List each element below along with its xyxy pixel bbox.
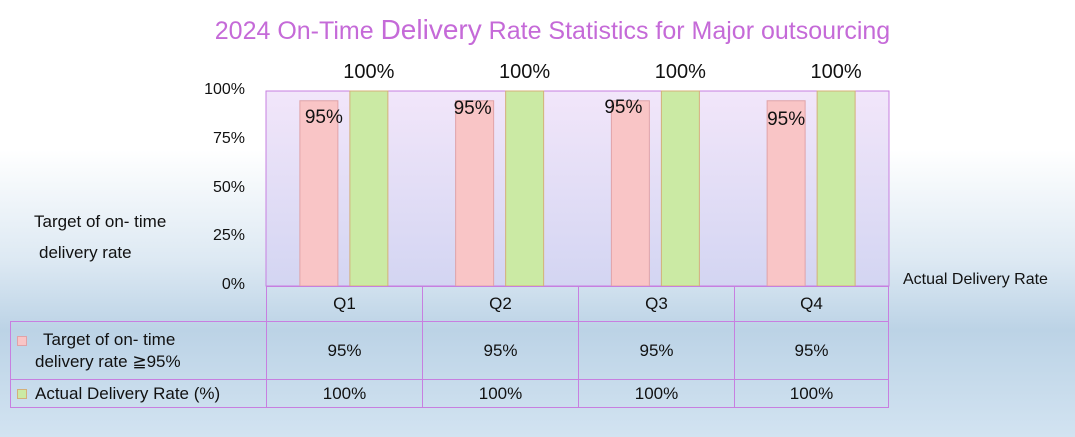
chart-title: 2024 On-Time Delivery Rate Statistics fo… (0, 14, 1075, 46)
actual-legend-swatch (17, 388, 27, 399)
bar-actual-q4 (816, 90, 856, 287)
bar-actual-q1 (349, 90, 389, 287)
bar-target-q3 (610, 100, 650, 287)
side-label-line1: Target of on- time (34, 212, 167, 231)
actual-cell-q4: 100% (734, 379, 889, 408)
data-label-target-q3: 95% (604, 97, 642, 118)
target-row-label-line1: Target of on- time (43, 329, 176, 349)
title-suffix: Rate Statistics for Major outsourcing (481, 17, 891, 45)
table-row-head-target: Target of on- time delivery rate ≧95% (10, 321, 267, 380)
target-cell-q1: 95% (266, 321, 423, 380)
data-label-target-q4: 95% (767, 109, 805, 130)
side-label-line2: delivery rate (39, 243, 132, 262)
data-label-actual-q1: 100% (343, 61, 394, 83)
data-label-actual-q2: 100% (499, 61, 550, 83)
actual-cell-q2: 100% (422, 379, 579, 408)
category-header-q3: Q3 (578, 286, 735, 322)
bar-target-q4 (766, 100, 806, 287)
bar-target-q1 (299, 100, 339, 287)
data-label-target-q2: 95% (454, 98, 492, 119)
actual-cell-q3: 100% (578, 379, 735, 408)
category-header-q2: Q2 (422, 286, 579, 322)
y-tick-label-25: 25% (212, 227, 245, 245)
y-tick-label-100: 100% (204, 81, 245, 98)
bar-actual-q3 (660, 90, 700, 287)
target-cell-q4: 95% (734, 321, 889, 380)
target-legend-swatch (17, 335, 27, 346)
bar-target-q2 (455, 100, 495, 287)
data-label-actual-q3: 100% (655, 61, 706, 83)
target-cell-q2: 95% (422, 321, 579, 380)
title-prefix: 2024 On-Time (214, 17, 381, 45)
y-axis-side-label: Target of on- time delivery rate (34, 206, 224, 268)
target-row-label: Target of on- time delivery rate ≧95% (35, 329, 181, 373)
data-label-target-q1: 95% (305, 107, 343, 128)
y-tick-label-75: 75% (212, 129, 245, 147)
category-header-q4: Q4 (734, 286, 889, 322)
actual-row-label: Actual Delivery Rate (%) (35, 383, 221, 403)
right-side-label: Actual Delivery Rate (903, 271, 1048, 288)
title-emphasis: Delivery (380, 14, 482, 45)
y-tick-label-0: 0% (221, 276, 245, 293)
category-header-q1: Q1 (266, 286, 423, 322)
y-tick-label-50: 50% (212, 178, 245, 196)
target-row-label-line2: delivery rate ≧95% (35, 351, 181, 371)
bar-actual-q2 (505, 90, 545, 287)
actual-cell-q1: 100% (266, 379, 423, 408)
data-label-actual-q4: 100% (811, 61, 862, 83)
table-row-head-actual: Actual Delivery Rate (%) (10, 379, 267, 408)
target-cell-q3: 95% (578, 321, 735, 380)
